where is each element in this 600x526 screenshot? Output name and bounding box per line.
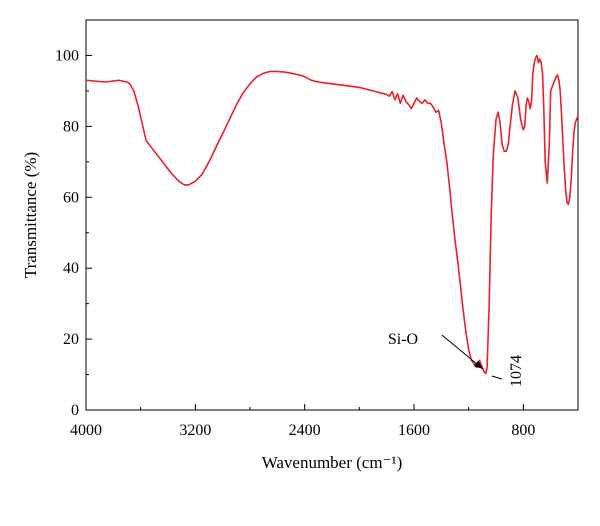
y-tick-label: 20: [63, 331, 79, 348]
annotation-arrowhead: [473, 360, 483, 369]
x-axis-label: Wavenumber (cm⁻¹): [262, 453, 403, 472]
x-tick-label: 4000: [70, 422, 102, 439]
x-axis: 4000 3200 2400 1600 800: [70, 404, 535, 439]
y-tick-label: 40: [63, 260, 79, 277]
annotations: Si-O 1074: [388, 331, 525, 387]
x-tick-label: 800: [511, 422, 535, 439]
annotation-leader-line: [491, 375, 503, 380]
x-tick-label: 2400: [289, 422, 321, 439]
x-tick-label: 3200: [179, 422, 211, 439]
y-tick-label: 100: [55, 47, 79, 64]
series-layer: [85, 54, 579, 375]
transmittance-line: [85, 54, 579, 375]
plot-area: [85, 19, 579, 411]
y-tick-label: 60: [63, 189, 79, 206]
y-tick-label: 80: [63, 118, 79, 135]
plot-border: [85, 19, 579, 411]
annotation-1074: 1074: [508, 355, 525, 387]
y-axis: 0 20 40 60 80 100: [55, 47, 92, 419]
annotation-si-o: Si-O: [388, 331, 418, 348]
y-axis-label: Transmittance (%): [21, 152, 40, 278]
x-tick-label: 1600: [398, 422, 430, 439]
y-tick-label: 0: [71, 402, 79, 419]
